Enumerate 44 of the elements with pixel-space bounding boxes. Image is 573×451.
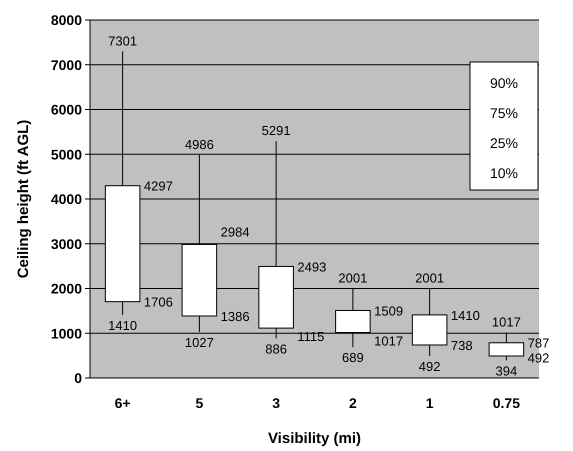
y-tick-label: 5000	[50, 146, 82, 162]
x-axis-title: Visibility (mi)	[268, 430, 362, 447]
annotation: 25%	[490, 135, 518, 151]
annotation: 1509	[374, 303, 404, 318]
annotation: 2001	[338, 270, 368, 286]
annotation: 5291	[262, 123, 291, 138]
x-tick-label: 3	[272, 395, 280, 411]
annotation: 4297	[144, 178, 173, 194]
annotation: 7301	[108, 33, 138, 48]
y-tick-label: 0	[74, 370, 82, 386]
x-tick-label: 0.75	[492, 395, 520, 411]
annotation: 2984	[220, 224, 250, 240]
annotation: 1410	[108, 318, 138, 333]
y-tick-label: 1000	[50, 325, 82, 342]
y-tick-label: 4000	[50, 191, 82, 207]
annotation: 738	[450, 338, 473, 353]
annotation: 787	[528, 335, 550, 350]
annotation: 2001	[415, 270, 444, 286]
annotation: 1410	[450, 308, 480, 323]
annotation: 886	[265, 341, 287, 356]
annotation: 1706	[144, 294, 173, 310]
y-tick-label: 3000	[50, 236, 82, 252]
annotation: 394	[496, 363, 518, 378]
annotation: 492	[418, 358, 440, 374]
y-tick-label: 7000	[50, 56, 82, 73]
y-tick-label: 2000	[50, 280, 82, 296]
annotation: 492	[528, 350, 550, 366]
annotation: 1027	[184, 335, 214, 350]
annotation: 10%	[490, 165, 518, 181]
x-tick-label: 6+	[114, 395, 131, 411]
y-axis-title: Ceiling height (ft AGL)	[15, 120, 32, 278]
annotation: 1017	[492, 314, 521, 330]
annotation: 689	[342, 350, 364, 366]
annotation: 75%	[490, 105, 518, 121]
annotation: 1386	[220, 308, 250, 324]
annotation: 2493	[297, 259, 326, 274]
y-tick-label: 8000	[50, 12, 82, 28]
annotation: 90%	[490, 75, 518, 91]
annotation: 4986	[184, 136, 214, 152]
y-tick-label: 6000	[50, 102, 82, 118]
x-tick-label: 2	[348, 395, 357, 411]
annotation: 1017	[374, 333, 404, 348]
x-tick-label: 1	[426, 395, 434, 411]
x-tick-label: 5	[195, 395, 204, 411]
